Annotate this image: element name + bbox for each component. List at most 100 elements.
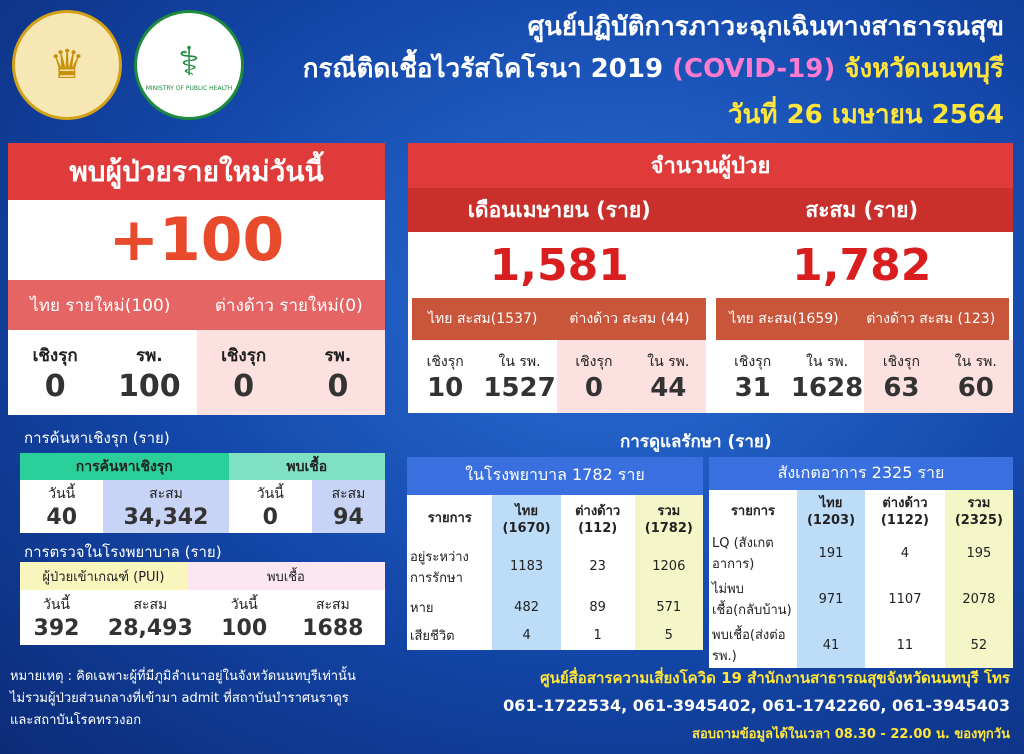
new-cases-title: พบผู้ป่วยรายใหม่วันนี้ [8, 143, 385, 200]
header: ผู้ป่วยเข้าเกณฑ์ (PUI) [20, 562, 187, 590]
hospital-care-table: ในโรงพยาบาล 1782 ราย รายการ ไทย (1670) ต่าง… [407, 457, 703, 650]
col-value: 100 [118, 368, 181, 404]
col-value: 1527 [483, 372, 556, 403]
col-value: 34,342 [123, 505, 209, 530]
cumulative-total: 1,782 [792, 239, 932, 291]
col-label: เชิงรุก [575, 353, 613, 370]
contact-info: ศูนย์สื่อสารความเสี่ยงโควิด 19 สำนักงานส… [503, 666, 1010, 744]
col-label: ใน รพ. [806, 353, 849, 370]
table-cell: 2078 [944, 576, 1013, 622]
column-header: ต่างด้าว (1122) [880, 496, 929, 528]
column-header: ไทย (1203) [796, 490, 866, 530]
hospital-test-panel: ผู้ป่วยเข้าเกณฑ์ (PUI) พบเชื้อ วันนี้ 392 … [20, 562, 385, 645]
table-cell: 482 [492, 592, 561, 622]
royal-emblem-logo: ♛ [12, 10, 122, 120]
hospital-test-section: การตรวจในโรงพยาบาล (ราย) [24, 543, 222, 561]
cum-foreign: ต่างด้าว สะสม (123) [866, 311, 996, 327]
col-value: 10 [427, 372, 464, 403]
col-label: สะสม [149, 486, 183, 502]
table-cell: หาย [410, 600, 434, 616]
table-cell: 4 [900, 545, 910, 561]
col-label: วันนี้ [230, 597, 258, 613]
col-label: วันนี้ [48, 486, 76, 502]
table-cell: 23 [589, 559, 606, 575]
col-value: 40 [46, 505, 78, 530]
col-label: ใน รพ. [647, 353, 690, 370]
table-cell: 5 [634, 621, 703, 650]
table-cell: 1206 [634, 540, 703, 593]
col-label: เชิงรุก [734, 353, 772, 370]
table-cell: 1107 [888, 591, 922, 607]
table-cell: 1 [593, 628, 602, 644]
column-header: ไทย (1670) [492, 494, 561, 541]
foreign-new-label: ต่างด้าว รายใหม่(0) [214, 295, 363, 316]
col-label: สะสม [315, 597, 350, 613]
care-section: การดูแลรักษา (ราย) [620, 432, 772, 452]
header: พบเชื้อ [186, 562, 385, 590]
col-value: 60 [957, 372, 994, 403]
table-row: หาย 482 89 571 [407, 592, 703, 622]
table-cell: 1183 [492, 540, 561, 593]
table-row: พบเชื้อ(ส่งต่อ รพ.) 41 11 52 [709, 622, 1013, 668]
column-header: รวม (2325) [944, 490, 1013, 530]
col-label: เชิงรุก [426, 353, 464, 370]
new-cases-total: +100 [108, 205, 285, 275]
table-cell: 971 [796, 576, 866, 622]
note-line: และสถาบันโรคทรวงอก [10, 713, 142, 728]
table-cell: 191 [796, 530, 866, 576]
column-header: รายการ [730, 503, 775, 519]
col-value: 63 [883, 372, 920, 403]
note-line: หมายเหตุ : คิดเฉพาะผู้ที่มีภูมิลำเนาอยู่… [10, 669, 356, 684]
col-value: 0 [327, 368, 349, 404]
col-value: 44 [650, 372, 687, 403]
col-value: 1688 [302, 616, 364, 641]
patients-panel: จำนวนผู้ป่วย เดือนเมษายน (ราย) สะสม (ราย… [408, 143, 1013, 413]
col-label: รพ. [135, 345, 163, 366]
col-value: 0 [262, 505, 278, 530]
col-value: 31 [734, 372, 771, 403]
table-cell: 4 [492, 621, 561, 650]
table-cell: อยู่ระหว่างการรักษา [410, 549, 469, 586]
new-cases-panel: พบผู้ป่วยรายใหม่วันนี้ +100 ไทย รายใหม่(… [8, 143, 385, 415]
footnote: หมายเหตุ : คิดเฉพาะผู้ที่มีภูมิลำเนาอยู่… [10, 666, 356, 732]
patients-title: จำนวนผู้ป่วย [408, 143, 1013, 188]
month-thai: ไทย สะสม(1537) [428, 311, 538, 327]
header: การค้นหาเชิงรุก [20, 453, 229, 480]
title-line2: กรณีติดเชื้อไวรัสโคโรนา 2019 (COVID-19) … [302, 54, 1004, 84]
month-foreign: ต่างด้าว สะสม (44) [569, 311, 690, 327]
col-value: 100 [221, 616, 268, 641]
col-label: เชิงรุก [221, 345, 267, 366]
active-search-panel: การค้นหาเชิงรุก พบเชื้อ วันนี้ 40 สะสม 34,3… [20, 453, 385, 533]
month-total: 1,581 [489, 239, 629, 291]
table-cell: 41 [796, 622, 866, 668]
observation-table: สังเกตอาการ 2325 ราย รายการ ไทย (1203) ต่าง… [709, 457, 1013, 668]
table-row: LQ (สังเกตอาการ) 191 4 195 [709, 530, 1013, 576]
active-search-section: การค้นหาเชิงรุก (ราย) [24, 429, 170, 447]
col-value: 0 [44, 368, 66, 404]
col-value: 94 [333, 505, 364, 530]
column-header: รวม (1782) [634, 494, 703, 541]
col-label: วันนี้ [256, 486, 284, 502]
table-row: เสียชีวิต 4 1 5 [407, 621, 703, 650]
col-value: 0 [584, 372, 603, 403]
contact-label: ศูนย์สื่อสารความเสี่ยงโควิด 19 สำนักงานส… [540, 669, 1010, 687]
table-cell: ไม่พบเชื้อ(กลับบ้าน) [712, 582, 792, 618]
table-title: ในโรงพยาบาล 1782 ราย [407, 457, 703, 495]
cum-thai: ไทย สะสม(1659) [729, 311, 839, 327]
table-row: ไม่พบเชื้อ(กลับบ้าน) 971 1107 2078 [709, 576, 1013, 622]
table-row: อยู่ระหว่างการรักษา 1183 23 1206 [407, 540, 703, 593]
col-label: สะสม [331, 486, 366, 502]
month-label: เดือนเมษายน (ราย) [467, 197, 651, 222]
title-line1: ศูนย์ปฏิบัติการภาวะฉุกเฉินทางสาธารณสุข [527, 12, 1004, 42]
table-cell: 571 [634, 592, 703, 622]
table-cell: พบเชื้อ(ส่งต่อ รพ.) [712, 628, 786, 664]
col-value: 1628 [790, 372, 864, 403]
table-cell: 11 [896, 637, 914, 653]
table-cell: LQ (สังเกตอาการ) [712, 536, 774, 572]
col-label: เชิงรุก [882, 353, 920, 370]
report-date: วันที่ 26 เมษายน 2564 [728, 100, 1004, 130]
col-label: วันนี้ [42, 597, 70, 613]
table-cell: 52 [944, 622, 1013, 668]
cumulative-label: สะสม (ราย) [805, 197, 919, 222]
col-value: 28,493 [107, 616, 193, 641]
